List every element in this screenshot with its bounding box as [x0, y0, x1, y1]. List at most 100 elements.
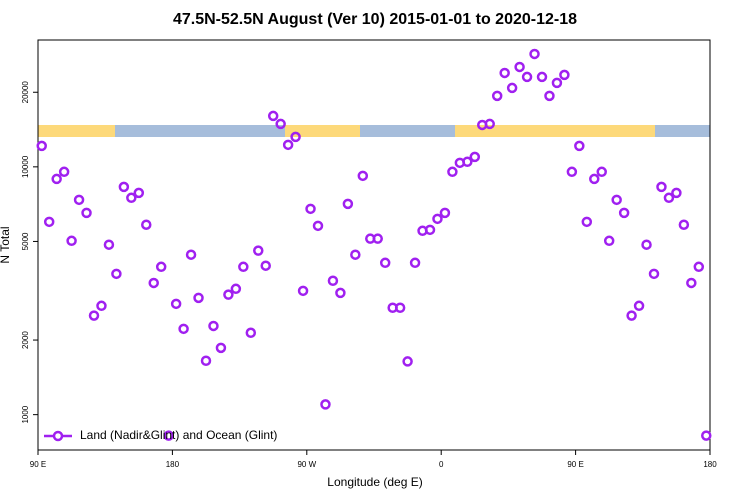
x-tick-label: 0 — [439, 460, 444, 469]
data-point — [671, 187, 682, 199]
data-point — [379, 257, 391, 269]
data-point — [462, 156, 473, 168]
data-point — [66, 235, 77, 247]
data-point — [447, 166, 458, 178]
data-point — [103, 239, 115, 250]
legend-marker — [52, 430, 64, 442]
data-point — [521, 71, 533, 83]
data-point — [200, 355, 212, 367]
data-point — [230, 283, 242, 295]
data-point — [297, 285, 309, 297]
data-point — [663, 192, 675, 204]
data-point — [215, 342, 227, 354]
data-point — [499, 67, 510, 79]
x-tick-label: 90 E — [30, 460, 46, 469]
data-point — [96, 300, 107, 312]
data-point — [43, 216, 55, 228]
x-tick-label: 90 E — [567, 460, 583, 469]
data-point — [656, 181, 667, 193]
data-point — [529, 48, 540, 60]
data-point — [253, 245, 264, 256]
data-point — [678, 219, 690, 230]
data-point — [260, 260, 271, 271]
data-point — [170, 298, 182, 310]
data-point — [193, 292, 204, 304]
data-point — [36, 140, 47, 152]
data-point — [686, 277, 697, 289]
data-point — [185, 249, 197, 260]
data-point — [335, 287, 346, 299]
data-point — [574, 140, 585, 152]
data-point — [611, 194, 622, 206]
x-tick-label: 180 — [166, 460, 180, 469]
data-point — [111, 268, 122, 280]
data-point — [618, 207, 630, 219]
data-point — [141, 219, 152, 230]
y-tick-label: 20000 — [21, 81, 30, 104]
land-ocean-strip — [38, 125, 710, 137]
data-point — [544, 90, 555, 102]
data-point — [536, 71, 548, 83]
x-tick-label: 90 W — [297, 460, 316, 469]
data-point — [88, 310, 100, 321]
data-point — [275, 118, 286, 130]
data-point — [178, 323, 189, 335]
data-point — [514, 61, 525, 73]
data-point — [596, 166, 607, 178]
data-point — [633, 300, 645, 312]
data-point — [439, 207, 451, 219]
data-point — [506, 82, 518, 94]
data-point — [484, 118, 495, 130]
legend-label: Land (Nadir&Glint) and Ocean (Glint) — [80, 428, 277, 442]
y-axis-label: N Total — [0, 226, 12, 263]
data-point — [245, 327, 257, 339]
data-point — [432, 213, 443, 225]
data-point — [559, 69, 570, 81]
data-point — [641, 239, 652, 250]
plot-frame — [37, 39, 711, 451]
data-point — [267, 110, 279, 122]
data-point — [626, 310, 637, 321]
data-point — [327, 275, 339, 287]
data-point — [223, 289, 234, 300]
data-point — [357, 170, 369, 182]
x-tick-label: 180 — [703, 460, 717, 469]
data-point — [238, 261, 249, 273]
data-point — [693, 261, 705, 273]
data-point — [73, 194, 85, 206]
data-point — [424, 224, 436, 236]
data-point — [402, 356, 413, 367]
chart-title: 47.5N-52.5N August (Ver 10) 2015-01-01 t… — [173, 11, 577, 28]
data-point — [372, 233, 383, 244]
data-point — [701, 430, 712, 441]
y-tick-label: 1000 — [21, 405, 30, 423]
data-point — [603, 235, 615, 247]
data-point — [305, 203, 316, 215]
data-point — [282, 139, 294, 151]
data-point — [312, 220, 324, 232]
y-tick-label: 5000 — [21, 232, 30, 250]
data-point — [566, 166, 578, 178]
data-point — [342, 198, 354, 210]
data-point — [648, 268, 660, 280]
y-tick-label: 2000 — [21, 331, 30, 349]
data-point — [148, 277, 159, 289]
data-point — [118, 181, 130, 193]
data-point — [581, 216, 593, 228]
data-point — [491, 90, 503, 102]
data-point — [58, 166, 70, 178]
data-point — [350, 249, 361, 260]
data-point — [551, 77, 563, 89]
data-point — [163, 430, 174, 441]
data-point — [126, 192, 137, 204]
data-point — [81, 207, 92, 219]
data-point — [133, 187, 145, 199]
x-axis-label: Longitude (deg E) — [327, 475, 422, 489]
data-point — [51, 173, 62, 185]
data-point — [394, 302, 406, 314]
data-point — [208, 320, 219, 332]
data-point — [469, 151, 481, 163]
data-point — [290, 131, 301, 143]
y-tick-label: 10000 — [21, 155, 30, 178]
